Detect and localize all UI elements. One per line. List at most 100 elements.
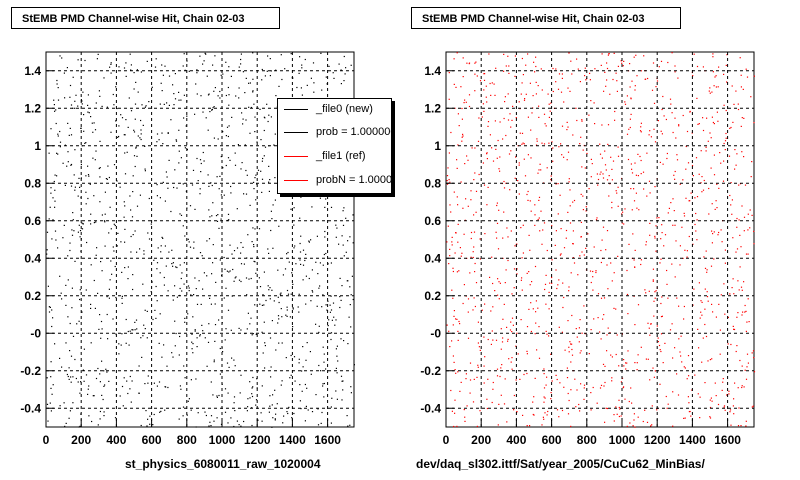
left-data-point (79, 186, 81, 188)
right-data-point (747, 298, 749, 300)
left-data-point (253, 103, 255, 105)
left-data-point (116, 245, 118, 247)
left-data-point (345, 67, 347, 69)
right-plot-frame (445, 51, 755, 428)
right-data-point (579, 81, 581, 83)
right-data-point (730, 126, 732, 129)
right-data-point (752, 350, 755, 352)
left-data-point (97, 424, 99, 426)
left-data-point (56, 83, 58, 85)
right-data-point (451, 410, 453, 412)
left-data-point (48, 306, 50, 308)
right-data-point (563, 101, 565, 103)
right-data-point (570, 389, 572, 391)
left-data-point (188, 290, 190, 292)
left-data-point (50, 187, 52, 189)
left-data-point (343, 255, 345, 257)
right-data-point (687, 162, 690, 164)
left-data-point (252, 91, 254, 93)
left-data-point (95, 102, 97, 104)
left-data-point (72, 212, 74, 214)
right-data-point (630, 97, 632, 99)
left-data-point (71, 287, 73, 289)
right-data-point (642, 420, 644, 423)
right-data-point (483, 184, 486, 186)
right-data-point (528, 308, 530, 310)
right-data-point (509, 113, 511, 115)
right-data-point (650, 323, 652, 325)
right-data-point (724, 249, 726, 251)
right-data-point (511, 317, 514, 319)
left-data-point (335, 367, 337, 369)
right-data-point (753, 243, 755, 245)
right-data-point (676, 297, 678, 299)
left-data-point (124, 241, 126, 243)
left-data-point (195, 426, 197, 428)
right-data-point (555, 68, 557, 70)
left-y-tick-label: -0.4 (20, 401, 41, 415)
left-data-point (244, 144, 246, 146)
right-data-point (640, 122, 642, 124)
right-data-point (656, 217, 658, 219)
left-data-point (301, 64, 303, 66)
left-data-point (87, 197, 89, 200)
right-data-point (606, 67, 609, 70)
left-data-point (67, 161, 69, 163)
right-data-point (713, 174, 716, 176)
right-data-point (513, 268, 516, 270)
left-data-point (275, 413, 277, 415)
right-data-point (567, 392, 569, 395)
right-data-point (645, 244, 647, 246)
right-data-point (687, 355, 690, 357)
left-data-point (228, 125, 230, 127)
left-data-point (83, 380, 85, 382)
right-data-point (581, 119, 583, 121)
right-data-point (723, 73, 725, 75)
right-data-point (652, 62, 655, 64)
right-data-point (507, 338, 509, 340)
right-data-point (732, 278, 734, 280)
right-data-point (708, 213, 710, 215)
right-data-point (737, 280, 739, 282)
right-data-point (526, 350, 528, 352)
right-data-point (692, 175, 694, 177)
left-data-point (252, 78, 254, 80)
right-data-point (623, 365, 625, 367)
right-data-point (512, 324, 514, 326)
left-data-point (82, 91, 84, 93)
left-data-point (126, 151, 128, 153)
right-data-point (697, 123, 699, 125)
left-data-point (193, 241, 195, 243)
right-data-point (634, 426, 636, 428)
left-y-tick-label: 0.8 (24, 176, 41, 190)
right-data-point (654, 297, 656, 299)
right-data-point (670, 103, 672, 105)
left-data-point (136, 205, 139, 207)
right-data-point (634, 85, 636, 87)
right-data-point (715, 395, 717, 397)
right-data-point (448, 98, 450, 100)
right-data-point (567, 413, 570, 415)
right-data-point (477, 366, 479, 368)
left-data-point (275, 95, 277, 97)
right-data-point (689, 200, 691, 202)
left-data-point (338, 243, 340, 245)
left-data-point (100, 337, 102, 339)
right-data-point (710, 137, 712, 139)
right-data-point (664, 234, 667, 236)
left-data-point (138, 392, 140, 394)
left-data-point (114, 265, 116, 268)
left-data-point (246, 294, 248, 296)
left-data-point (83, 130, 85, 132)
right-data-point (538, 105, 540, 107)
right-data-point (548, 291, 550, 293)
right-data-point (604, 421, 606, 423)
left-data-point (249, 397, 251, 399)
left-data-point (67, 255, 69, 257)
right-data-point (521, 143, 523, 145)
legend-item-file0: _file0 (new) (278, 101, 391, 117)
right-data-point (605, 249, 607, 251)
right-data-point (734, 168, 736, 170)
right-data-point (640, 159, 642, 162)
left-data-point (286, 289, 289, 292)
